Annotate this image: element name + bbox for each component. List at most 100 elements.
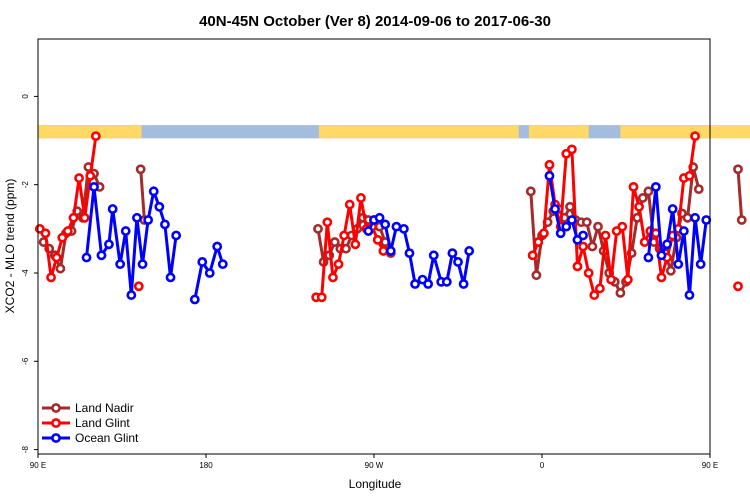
data-point: [684, 290, 695, 300]
data-point: [550, 204, 560, 214]
data-point: [606, 274, 616, 285]
data-point: [615, 287, 626, 298]
chart-title: 40N-45N October (Ver 8) 2014-09-06 to 20…: [199, 13, 551, 30]
data-point: [667, 204, 678, 214]
data-point: [458, 279, 469, 289]
data-point: [693, 184, 704, 195]
data-point: [643, 252, 654, 263]
series-line: [736, 169, 744, 221]
data-point: [135, 164, 146, 175]
data-point: [137, 259, 148, 270]
data-point: [363, 226, 374, 236]
data-point: [62, 226, 73, 236]
series-line: [139, 169, 146, 221]
data-point: [79, 212, 90, 223]
data-point: [441, 276, 452, 287]
data-point: [212, 241, 223, 252]
data-point: [329, 237, 340, 247]
data-point: [85, 170, 96, 181]
data-point: [589, 290, 600, 300]
y-tick-label: 0: [21, 94, 30, 99]
data-point: [385, 246, 396, 256]
data-point: [204, 268, 215, 278]
data-point: [628, 181, 639, 192]
data-point: [572, 261, 583, 272]
data-point: [643, 186, 654, 197]
data-point: [566, 144, 577, 155]
land-strip-segment: [528, 125, 589, 139]
data-point: [736, 215, 747, 225]
data-point: [634, 201, 644, 212]
data-point: [378, 246, 389, 256]
y-tick-label: -2: [21, 181, 30, 189]
data-point: [68, 212, 79, 223]
x-tick-label: 90 W: [365, 461, 384, 470]
legend-label: Land Glint: [75, 416, 130, 430]
data-point: [74, 173, 84, 183]
legend-item: Ocean Glint: [42, 431, 139, 445]
data-point: [594, 283, 605, 294]
data-point: [57, 232, 68, 243]
y-tick-label: -8: [21, 445, 30, 453]
data-point: [374, 212, 385, 223]
data-point: [690, 212, 700, 223]
data-point: [380, 219, 391, 230]
legend-item: Land Glint: [42, 416, 130, 430]
series-ocean-glint: [81, 170, 712, 305]
data-point: [165, 272, 176, 283]
data-point: [566, 215, 577, 225]
data-point: [673, 259, 684, 270]
data-point: [115, 259, 126, 270]
data-point: [578, 230, 588, 241]
data-point: [733, 164, 743, 175]
data-point: [665, 265, 676, 276]
y-tick-label: -4: [21, 269, 30, 277]
data-point: [132, 212, 142, 223]
data-point: [525, 186, 536, 197]
data-point: [350, 239, 361, 250]
data-point: [662, 239, 672, 250]
data-point: [104, 239, 114, 250]
land-strip-segment: [318, 125, 519, 139]
data-point: [120, 226, 131, 236]
data-point: [656, 272, 667, 283]
data-point: [682, 212, 693, 223]
x-tick-label: 90 E: [30, 461, 46, 470]
data-point: [96, 250, 107, 261]
legend-label: Ocean Glint: [75, 431, 139, 445]
data-point: [690, 131, 700, 142]
legend-label: Land Nadir: [75, 401, 134, 415]
data-point: [581, 217, 592, 228]
data-point: [148, 186, 159, 197]
data-point: [565, 201, 575, 212]
data-point: [391, 221, 402, 232]
x-tick-label: 90 E: [702, 461, 718, 470]
data-point: [544, 170, 555, 181]
data-point: [617, 221, 628, 232]
data-point: [339, 230, 350, 241]
data-point: [51, 252, 62, 263]
data-point: [533, 237, 544, 247]
data-point: [171, 230, 182, 241]
series-line: [85, 185, 178, 296]
data-point: [701, 215, 712, 225]
data-point: [89, 181, 99, 192]
data-point: [544, 159, 555, 170]
data-point: [126, 290, 137, 300]
x-axis-label: Longitude: [349, 477, 402, 491]
data-point: [322, 217, 333, 228]
data-point: [733, 281, 743, 292]
data-point: [344, 199, 355, 210]
data-point: [538, 228, 549, 239]
data-point: [316, 292, 327, 303]
data-point: [217, 259, 228, 270]
data-point: [398, 223, 409, 234]
data-point: [561, 221, 572, 232]
data-point: [133, 281, 144, 292]
data-point: [333, 259, 344, 270]
x-tick-label: 0: [540, 461, 545, 470]
data-point: [410, 279, 420, 289]
data-point: [328, 272, 338, 283]
